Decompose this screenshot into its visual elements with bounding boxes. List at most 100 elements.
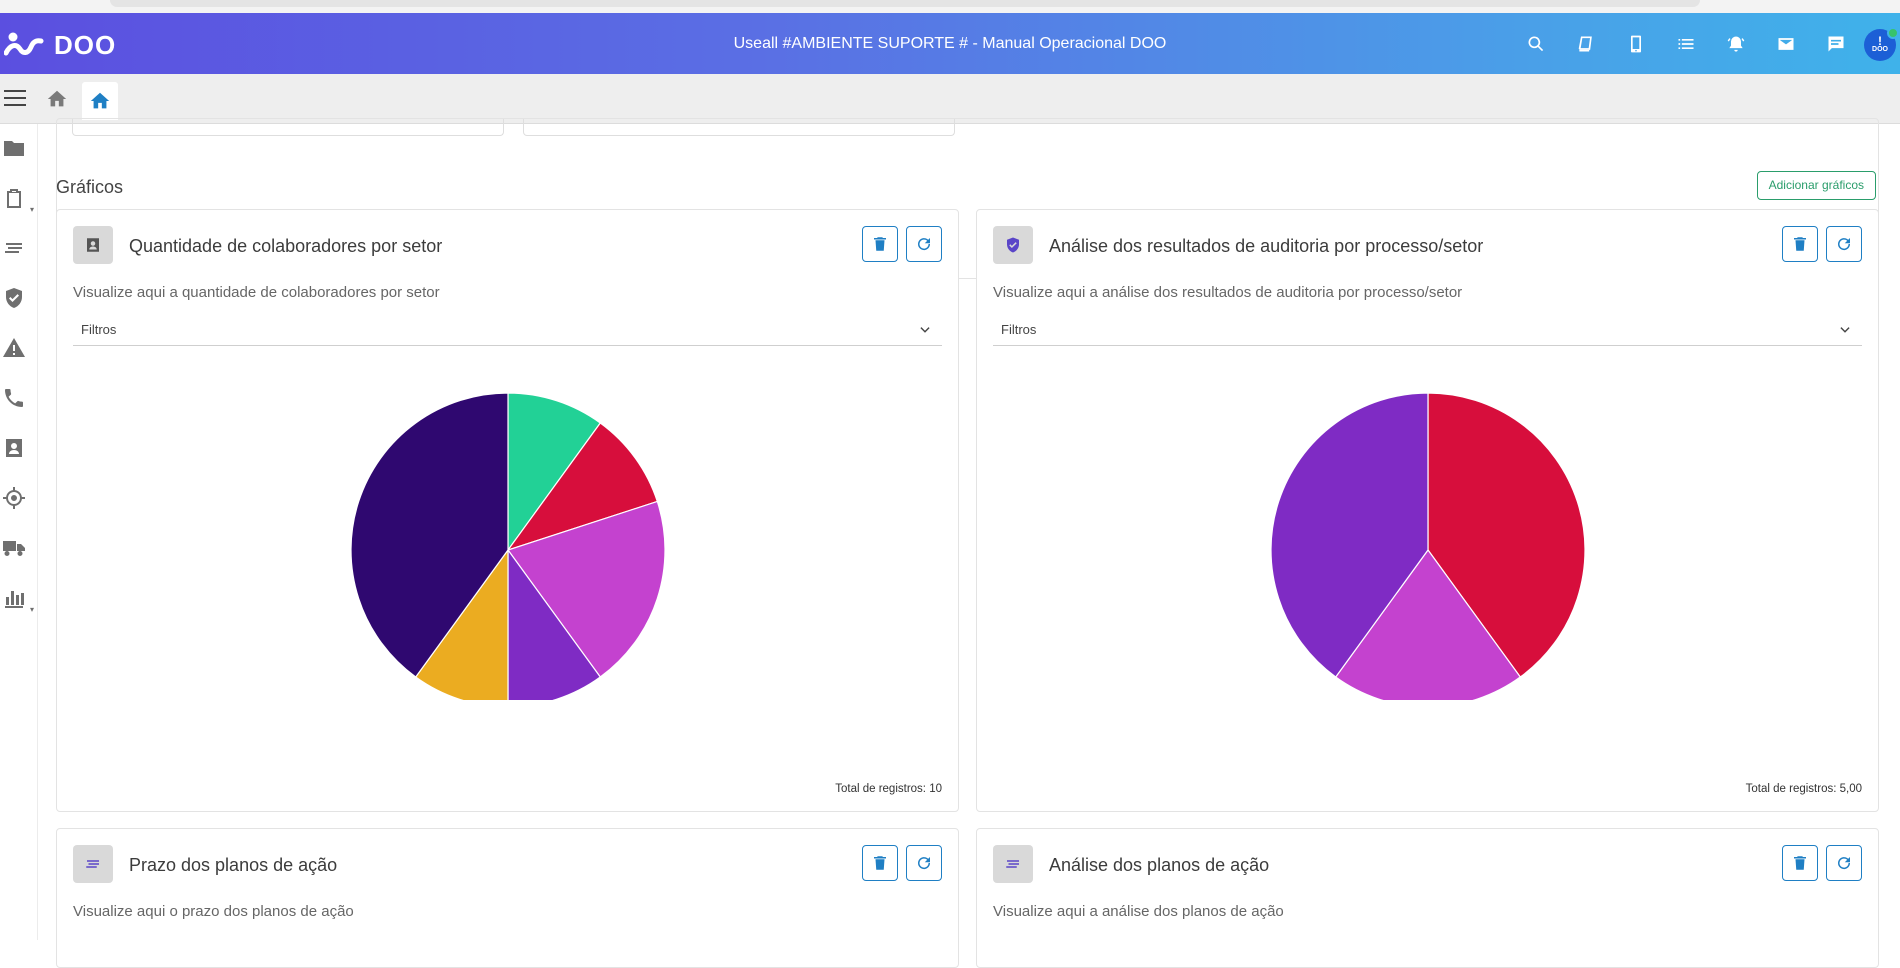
- card-subtitle: Visualize aqui o prazo dos planos de açã…: [73, 903, 354, 920]
- pie-slice-almoxarifado[interactable]: [506, 422, 659, 552]
- alert-icon: !: [1878, 34, 1882, 48]
- chart-card-action-plan-deadlines: Prazo dos planos de ação Visualize aqui …: [56, 828, 959, 968]
- home-icon: [90, 92, 110, 109]
- delete-chart-button[interactable]: [1782, 226, 1818, 262]
- logo-icon: [4, 32, 44, 55]
- delete-chart-button[interactable]: [862, 845, 898, 881]
- sidebar-item-reports[interactable]: ▾: [2, 586, 34, 614]
- filters-dropdown[interactable]: Filtros: [73, 318, 942, 346]
- book-icon[interactable]: [1576, 34, 1596, 54]
- avatar-text: DOO: [1872, 46, 1888, 53]
- list-icon[interactable]: [1676, 34, 1696, 54]
- mail-icon[interactable]: [1776, 34, 1796, 54]
- card-icon: [993, 226, 1033, 264]
- total-records: Total de registros: 10: [835, 783, 942, 795]
- chat-icon[interactable]: [1826, 34, 1846, 54]
- truck-icon: [3, 541, 25, 556]
- refresh-icon: [1838, 857, 1851, 870]
- card-icon: [993, 845, 1033, 883]
- logo[interactable]: DOO: [4, 30, 116, 61]
- sidebar-item-goals[interactable]: [2, 486, 28, 512]
- previous-field: [523, 119, 955, 136]
- chart-icon: [5, 591, 24, 608]
- sidebar-item-action-plans[interactable]: [2, 236, 28, 262]
- clipboard-icon: [7, 189, 21, 208]
- sidebar: ▾ ▾: [0, 124, 38, 940]
- card-title: Análise dos resultados de auditoria por …: [1049, 236, 1484, 256]
- previous-section-card: [56, 118, 1879, 279]
- chevron-down-icon: [918, 323, 932, 337]
- sidebar-item-contacts[interactable]: [2, 436, 28, 462]
- sidebar-item-folder[interactable]: [2, 136, 28, 162]
- phone-icon: [5, 389, 23, 407]
- pie-slice-produ-o-acabamento[interactable]: [414, 548, 509, 700]
- bell-icon[interactable]: [1726, 34, 1746, 54]
- card-actions: [1782, 226, 1862, 262]
- tab-home[interactable]: [46, 88, 68, 110]
- header-actions: [1526, 13, 1846, 74]
- delete-chart-button[interactable]: [1782, 845, 1818, 881]
- tab-home-active[interactable]: [82, 82, 118, 120]
- contact-icon: [87, 238, 99, 252]
- card-icon: [73, 845, 113, 883]
- top-bar: DOO Useall #AMBIENTE SUPORTE # - Manual …: [0, 13, 1900, 74]
- avatar[interactable]: ! DOO: [1864, 27, 1899, 61]
- pie-slice-comercial[interactable]: [1427, 392, 1586, 678]
- trash-icon: [1794, 856, 1806, 870]
- card-subtitle: Visualize aqui a quantidade de colaborad…: [73, 284, 440, 301]
- previous-field: [72, 119, 504, 136]
- home-icon: [47, 90, 67, 107]
- shield-icon: [6, 288, 22, 308]
- trash-icon: [874, 856, 886, 870]
- card-actions: [1782, 845, 1862, 881]
- browser-address-bar: [110, 0, 1700, 7]
- action-plan-icon: [5, 243, 22, 253]
- pie-slice-qualidade[interactable]: [350, 392, 509, 678]
- delete-chart-button[interactable]: [862, 226, 898, 262]
- card-icon: [73, 226, 113, 264]
- action-plan-icon: [1006, 860, 1019, 868]
- trash-icon: [874, 237, 886, 251]
- sidebar-item-suppliers[interactable]: [2, 536, 28, 562]
- refresh-chart-button[interactable]: [1826, 226, 1862, 262]
- trash-icon: [1794, 237, 1806, 251]
- refresh-chart-button[interactable]: [1826, 845, 1862, 881]
- section-title: Gráficos: [56, 177, 124, 197]
- refresh-icon: [918, 857, 931, 870]
- refresh-icon: [918, 238, 931, 251]
- refresh-chart-button[interactable]: [906, 845, 942, 881]
- refresh-chart-button[interactable]: [906, 226, 942, 262]
- pie-slice-administrativo[interactable]: [507, 392, 602, 552]
- chevron-down-icon: ▾: [29, 205, 34, 214]
- filters-dropdown[interactable]: Filtros: [993, 318, 1862, 346]
- card-title: Análise dos planos de ação: [1049, 855, 1270, 875]
- browser-strip: [0, 0, 1900, 13]
- add-charts-button[interactable]: Adicionar gráficos: [1756, 171, 1876, 200]
- target-icon: [3, 487, 25, 509]
- mobile-icon[interactable]: [1626, 34, 1646, 54]
- card-subtitle: Visualize aqui a análise dos resultados …: [993, 284, 1463, 301]
- pie-chart-employees-by-sector: AdministrativoAlmoxarifadoComercialCompr…: [350, 392, 666, 700]
- sidebar-item-calls[interactable]: [2, 386, 28, 412]
- pie-chart-audit-results: ComercialQualidadeProdução - Acabamento: [1270, 392, 1586, 700]
- chart-card-employees-by-sector: Quantidade de colaboradores por setor Vi…: [56, 209, 959, 812]
- chevron-down-icon: [1838, 323, 1852, 337]
- pie-slice-produ-o-acabamento[interactable]: [1270, 392, 1429, 678]
- pie-slice-qualidade[interactable]: [1334, 548, 1522, 700]
- card-actions: [862, 226, 942, 262]
- pie-slice-compras[interactable]: [507, 548, 602, 700]
- chart-card-audit-results: Análise dos resultados de auditoria por …: [976, 209, 1879, 812]
- pie-slice-comercial[interactable]: [507, 500, 666, 678]
- card-subtitle: Visualize aqui a análise dos planos de a…: [993, 903, 1284, 920]
- sidebar-item-audits[interactable]: [2, 286, 28, 312]
- sidebar-item-occurrences[interactable]: [2, 336, 28, 362]
- folder-icon: [4, 141, 24, 156]
- menu-icon[interactable]: [4, 90, 26, 108]
- total-records: Total de registros: 5,00: [1745, 783, 1862, 795]
- sidebar-item-clipboard[interactable]: ▾: [2, 186, 34, 214]
- search-icon[interactable]: [1526, 34, 1546, 54]
- shield-icon: [1007, 237, 1019, 253]
- refresh-icon: [1838, 238, 1851, 251]
- chart-card-action-plan-analysis: Análise dos planos de ação Visualize aqu…: [976, 828, 1879, 968]
- card-title: Prazo dos planos de ação: [129, 855, 338, 875]
